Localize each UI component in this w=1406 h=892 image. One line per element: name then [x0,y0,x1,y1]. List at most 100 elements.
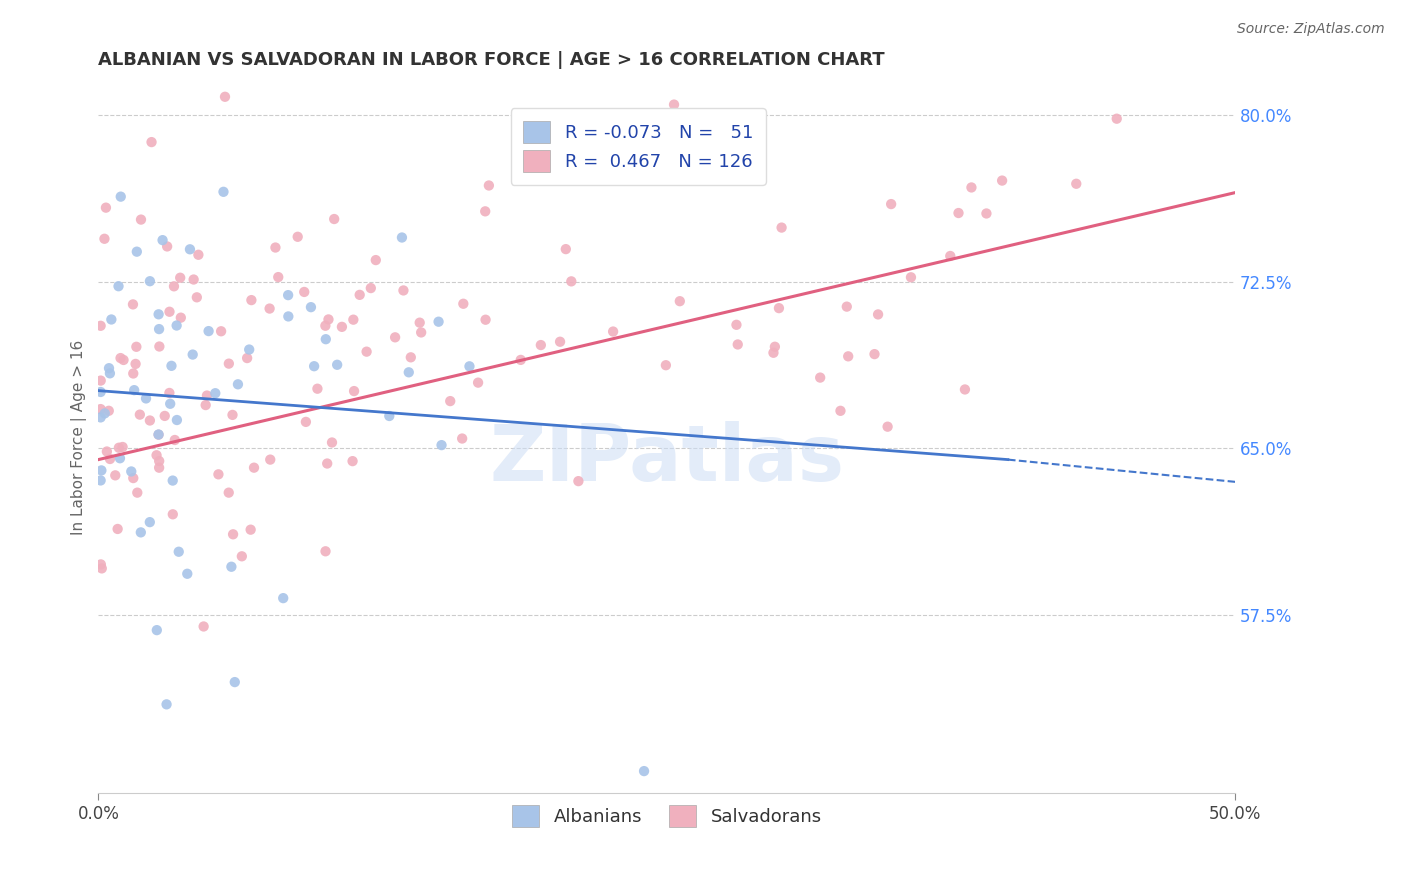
Point [292,285,315,299]
Point [364,253,387,268]
Point [98,367,121,381]
Point [129,212,152,227]
Point [108,451,131,466]
Point [218,357,240,371]
Point [162,508,184,522]
Point [315,332,337,346]
Point [602,325,624,339]
Point [530,338,553,352]
Point [430,438,453,452]
Point [218,485,240,500]
Point [135,392,157,406]
Point [1105,112,1128,126]
Point [330,319,353,334]
Point [384,330,406,344]
Point [451,432,474,446]
Point [139,515,162,529]
Point [837,349,859,363]
Point [148,460,170,475]
Point [342,454,364,468]
Point [360,281,382,295]
Text: Source: ZipAtlas.com: Source: ZipAtlas.com [1237,22,1385,37]
Point [162,474,184,488]
Point [212,185,235,199]
Point [976,206,998,220]
Point [953,383,976,397]
Point [160,359,183,373]
Point [90,463,112,477]
Point [662,97,685,112]
Point [207,467,229,482]
Point [295,415,318,429]
Point [302,359,325,374]
Point [669,294,692,309]
Point [770,220,793,235]
Point [318,312,340,326]
Point [90,561,112,575]
Point [567,110,589,124]
Point [187,248,209,262]
Point [122,383,145,397]
Point [111,440,134,454]
Point [264,241,287,255]
Point [129,525,152,540]
Point [221,559,243,574]
Point [474,204,496,219]
Point [554,242,576,256]
Point [299,300,322,314]
Point [863,347,886,361]
Point [768,301,790,315]
Point [259,452,281,467]
Point [155,698,177,712]
Point [186,290,208,304]
Point [125,340,148,354]
Point [169,270,191,285]
Point [226,377,249,392]
Point [194,398,217,412]
Point [108,441,131,455]
Point [326,358,349,372]
Point [221,408,243,422]
Point [153,409,176,423]
Point [231,549,253,564]
Point [900,270,922,285]
Point [122,367,145,381]
Point [509,352,531,367]
Point [145,448,167,462]
Point [239,523,262,537]
Point [110,189,132,203]
Point [939,249,962,263]
Point [222,527,245,541]
Point [98,452,121,467]
Point [179,242,201,256]
Point [868,307,890,321]
Point [148,322,170,336]
Point [148,454,170,468]
Point [107,279,129,293]
Point [159,397,181,411]
Point [170,310,193,325]
Point [120,465,142,479]
Point [197,324,219,338]
Point [214,89,236,103]
Point [762,345,785,359]
Point [835,300,858,314]
Point [104,468,127,483]
Point [238,343,260,357]
Point [90,410,112,425]
Point [166,318,188,333]
Point [474,312,496,326]
Point [277,310,299,324]
Point [398,365,420,379]
Point [107,522,129,536]
Point [478,178,501,193]
Point [876,419,898,434]
Point [458,359,481,374]
Point [128,408,150,422]
Point [94,201,117,215]
Point [125,244,148,259]
Point [560,274,582,288]
Point [94,406,117,420]
Text: ALBANIAN VS SALVADORAN IN LABOR FORCE | AGE > 16 CORRELATION CHART: ALBANIAN VS SALVADORAN IN LABOR FORCE | … [98,51,884,69]
Point [127,485,149,500]
